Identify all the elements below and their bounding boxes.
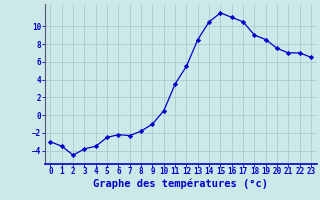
X-axis label: Graphe des températures (°c): Graphe des températures (°c) <box>93 179 268 189</box>
